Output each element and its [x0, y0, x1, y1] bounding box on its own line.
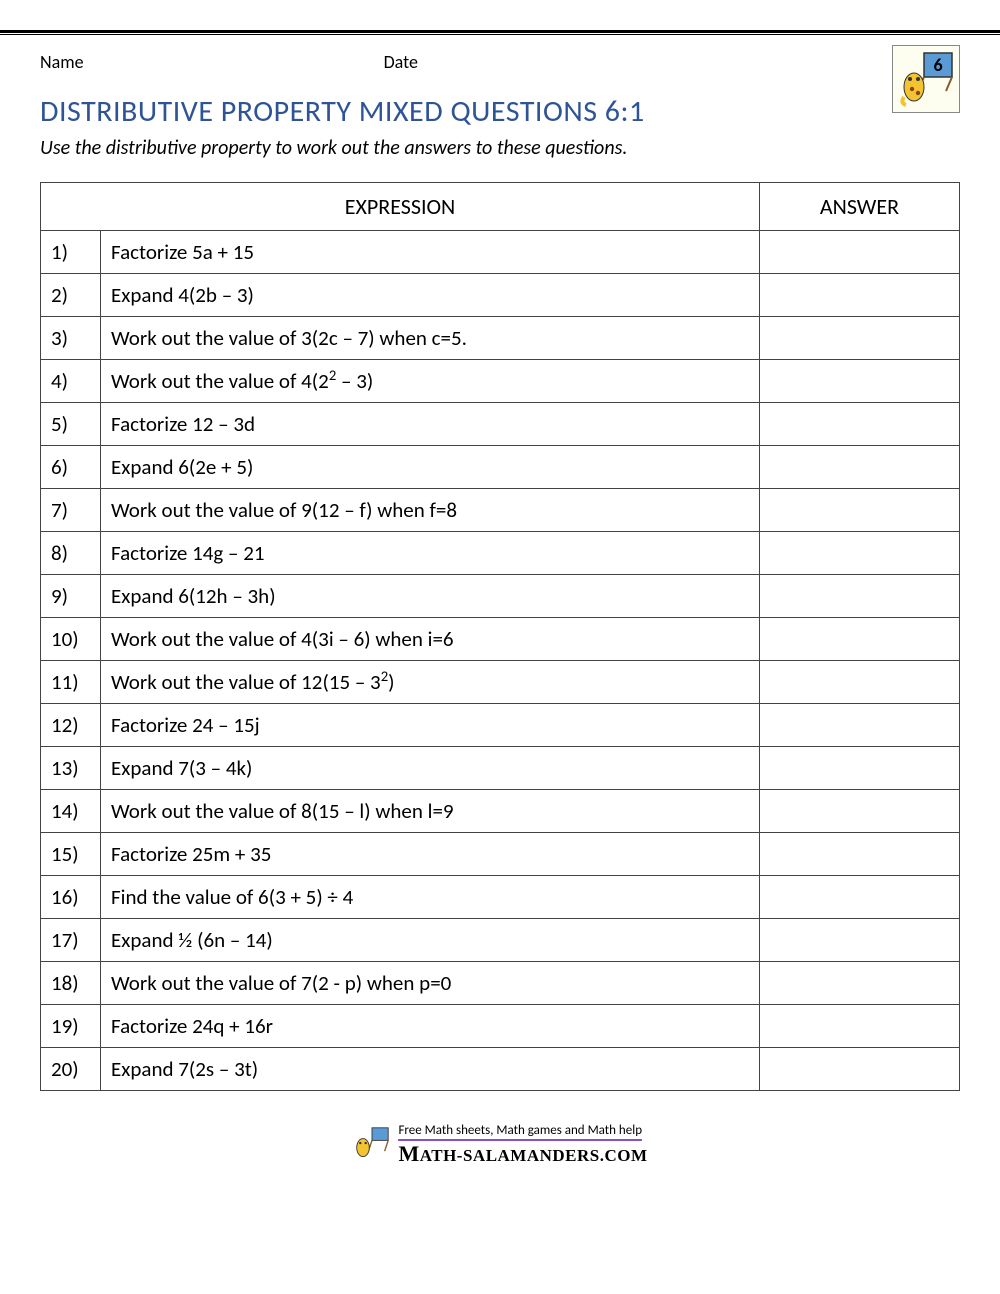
table-row: 20)Expand 7(2s – 3t): [41, 1048, 960, 1091]
table-row: 3)Work out the value of 3(2c – 7) when c…: [41, 317, 960, 360]
question-expression: Expand 7(3 – 4k): [101, 747, 760, 790]
header-expression: EXPRESSION: [41, 183, 760, 231]
question-expression: Expand 7(2s – 3t): [101, 1048, 760, 1091]
question-expression: Factorize 25m + 35: [101, 833, 760, 876]
question-number: 10): [41, 618, 101, 661]
question-expression: Expand 4(2b – 3): [101, 274, 760, 317]
answer-cell[interactable]: [760, 360, 960, 403]
answer-cell[interactable]: [760, 661, 960, 704]
worksheet-page: Name Date 6 DISTRIBUTIVE PROPERTY MIXED …: [0, 45, 1000, 1187]
question-number: 2): [41, 274, 101, 317]
question-expression: Factorize 14g – 21: [101, 532, 760, 575]
table-header-row: EXPRESSION ANSWER: [41, 183, 960, 231]
question-expression: Expand 6(2e + 5): [101, 446, 760, 489]
question-number: 19): [41, 1005, 101, 1048]
question-number: 18): [41, 962, 101, 1005]
answer-cell[interactable]: [760, 231, 960, 274]
answer-cell[interactable]: [760, 962, 960, 1005]
question-number: 9): [41, 575, 101, 618]
question-number: 1): [41, 231, 101, 274]
question-number: 3): [41, 317, 101, 360]
footer-salamander-icon: [352, 1126, 392, 1162]
table-row: 16)Find the value of 6(3 + 5) ÷ 4: [41, 876, 960, 919]
table-row: 9)Expand 6(12h – 3h): [41, 575, 960, 618]
instructions-text: Use the distributive property to work ou…: [40, 136, 960, 160]
question-expression: Work out the value of 12(15 – 32): [101, 661, 760, 704]
question-expression: Work out the value of 8(15 – l) when l=9: [101, 790, 760, 833]
question-expression: Factorize 24 – 15j: [101, 704, 760, 747]
question-expression: Expand 6(12h – 3h): [101, 575, 760, 618]
question-expression: Factorize 12 – 3d: [101, 403, 760, 446]
question-number: 4): [41, 360, 101, 403]
answer-cell[interactable]: [760, 790, 960, 833]
answer-cell[interactable]: [760, 489, 960, 532]
answer-cell[interactable]: [760, 532, 960, 575]
question-number: 13): [41, 747, 101, 790]
table-row: 2)Expand 4(2b – 3): [41, 274, 960, 317]
table-row: 12)Factorize 24 – 15j: [41, 704, 960, 747]
answer-cell[interactable]: [760, 446, 960, 489]
answer-cell[interactable]: [760, 618, 960, 661]
question-expression: Work out the value of 7(2 - p) when p=0: [101, 962, 760, 1005]
table-row: 8)Factorize 14g – 21: [41, 532, 960, 575]
answer-cell[interactable]: [760, 403, 960, 446]
logo-grade-number: 6: [933, 54, 942, 76]
question-expression: Work out the value of 3(2c – 7) when c=5…: [101, 317, 760, 360]
salamander-logo-icon: 6: [896, 49, 956, 109]
question-expression: Factorize 5a + 15: [101, 231, 760, 274]
footer-tagline: Free Math sheets, Math games and Math he…: [398, 1123, 642, 1141]
question-expression: Work out the value of 4(22 – 3): [101, 360, 760, 403]
answer-cell[interactable]: [760, 274, 960, 317]
question-number: 8): [41, 532, 101, 575]
answer-cell[interactable]: [760, 575, 960, 618]
table-row: 5)Factorize 12 – 3d: [41, 403, 960, 446]
question-expression: Expand ½ (6n – 14): [101, 919, 760, 962]
question-number: 20): [41, 1048, 101, 1091]
question-number: 16): [41, 876, 101, 919]
table-row: 18)Work out the value of 7(2 - p) when p…: [41, 962, 960, 1005]
question-number: 12): [41, 704, 101, 747]
footer-brand: MATH-SALAMANDERS.COM: [398, 1146, 647, 1165]
name-date-fields: Name Date: [40, 45, 418, 73]
answer-cell[interactable]: [760, 317, 960, 360]
table-row: 11)Work out the value of 12(15 – 32): [41, 661, 960, 704]
grade-logo: 6: [892, 45, 960, 113]
footer: Free Math sheets, Math games and Math he…: [40, 1121, 960, 1167]
answer-cell[interactable]: [760, 1048, 960, 1091]
answer-cell[interactable]: [760, 1005, 960, 1048]
table-row: 19)Factorize 24q + 16r: [41, 1005, 960, 1048]
table-row: 13)Expand 7(3 – 4k): [41, 747, 960, 790]
question-number: 15): [41, 833, 101, 876]
name-label: Name: [40, 51, 84, 73]
answer-cell[interactable]: [760, 747, 960, 790]
header-answer: ANSWER: [760, 183, 960, 231]
table-row: 10)Work out the value of 4(3i – 6) when …: [41, 618, 960, 661]
question-number: 11): [41, 661, 101, 704]
table-row: 15)Factorize 25m + 35: [41, 833, 960, 876]
answer-cell[interactable]: [760, 919, 960, 962]
questions-table: EXPRESSION ANSWER 1)Factorize 5a + 152)E…: [40, 182, 960, 1091]
table-row: 17)Expand ½ (6n – 14): [41, 919, 960, 962]
answer-cell[interactable]: [760, 704, 960, 747]
table-row: 14)Work out the value of 8(15 – l) when …: [41, 790, 960, 833]
question-expression: Find the value of 6(3 + 5) ÷ 4: [101, 876, 760, 919]
question-expression: Work out the value of 4(3i – 6) when i=6: [101, 618, 760, 661]
date-label: Date: [384, 51, 418, 73]
header-row: Name Date 6: [40, 45, 960, 73]
question-number: 6): [41, 446, 101, 489]
question-number: 17): [41, 919, 101, 962]
answer-cell[interactable]: [760, 876, 960, 919]
table-row: 4)Work out the value of 4(22 – 3): [41, 360, 960, 403]
table-row: 1)Factorize 5a + 15: [41, 231, 960, 274]
worksheet-title: DISTRIBUTIVE PROPERTY MIXED QUESTIONS 6:…: [40, 93, 960, 130]
table-row: 6)Expand 6(2e + 5): [41, 446, 960, 489]
question-number: 14): [41, 790, 101, 833]
answer-cell[interactable]: [760, 833, 960, 876]
question-number: 7): [41, 489, 101, 532]
table-row: 7)Work out the value of 9(12 – f) when f…: [41, 489, 960, 532]
question-number: 5): [41, 403, 101, 446]
top-rule: [0, 30, 1000, 35]
question-expression: Work out the value of 9(12 – f) when f=8: [101, 489, 760, 532]
question-expression: Factorize 24q + 16r: [101, 1005, 760, 1048]
